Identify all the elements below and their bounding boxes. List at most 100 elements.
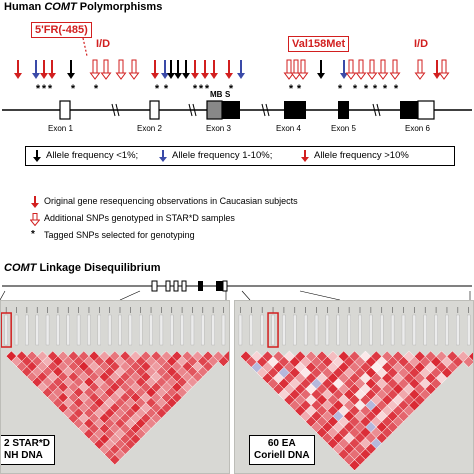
snp-arrow — [182, 60, 190, 79]
snp-name-marker — [25, 314, 29, 346]
tag-star: * — [289, 83, 294, 95]
snp-arrow — [377, 59, 389, 80]
exon6-label: Exon 6 — [405, 124, 430, 133]
snp-arrow — [115, 59, 127, 80]
exon2-label: Exon 2 — [137, 124, 162, 133]
snp-name-marker — [14, 314, 19, 346]
snp-arrow — [40, 60, 48, 79]
snp-name-marker — [314, 314, 319, 346]
snp-name-marker — [76, 314, 81, 346]
ld-panel-coriell-label-line2: Coriell DNA — [254, 450, 310, 461]
snp-arrow — [48, 60, 56, 79]
snp-name-marker — [260, 314, 264, 346]
ld-panel-stard: 2 STAR*D NH DNA — [0, 300, 230, 474]
snp-name-marker — [118, 314, 122, 346]
tag-star: * — [155, 83, 160, 95]
tag-star: * — [297, 83, 302, 95]
tag-star: * — [229, 83, 234, 95]
snp-name-marker — [445, 314, 449, 346]
exon6-coding-box — [400, 101, 418, 119]
snp-name-marker — [87, 314, 91, 346]
snp-arrow — [201, 60, 209, 79]
snp-name-marker — [138, 314, 143, 346]
tag-star: * — [394, 83, 399, 95]
snp-name-marker — [128, 314, 133, 346]
ld-cell — [462, 356, 473, 368]
snp-arrow — [414, 59, 426, 80]
tag-star: * — [36, 83, 41, 95]
tag-star: * — [94, 83, 99, 95]
snp-name-marker — [180, 314, 184, 346]
id-callout-left: I/D — [96, 38, 111, 50]
snp-arrow — [297, 59, 309, 80]
snp-name-marker — [149, 314, 153, 346]
tag-star: * — [42, 83, 47, 95]
snp-arrow — [438, 59, 450, 80]
snp-name-marker — [159, 314, 164, 346]
ld-heatmap-stard — [1, 307, 229, 466]
snp-name-marker — [238, 314, 243, 346]
snp-name-marker — [201, 314, 205, 346]
snp-name-marker — [390, 314, 395, 346]
ld-title-suffix: Linkage Disequilibrium — [36, 262, 161, 274]
snp-name-marker — [170, 314, 174, 346]
snp-arrow — [366, 59, 378, 80]
snp-name-marker — [221, 314, 226, 346]
s-label: S — [225, 90, 231, 99]
snp-name-marker — [401, 314, 406, 346]
snp-arrow — [345, 59, 357, 80]
snp-name-marker — [97, 314, 102, 346]
snp-arrow — [161, 60, 169, 79]
red-filled-arrow-icon — [31, 196, 39, 208]
fr-dashed-pointer — [82, 37, 88, 57]
legend-high: Allele frequency >10% — [314, 150, 409, 161]
gene-structure-diagram: * * * * * * * * * * * * * * * * * * * — [2, 37, 472, 120]
tag-star: * — [71, 83, 76, 95]
snp-arrow — [389, 59, 401, 80]
tag-star: * — [48, 83, 53, 95]
ld-cell — [468, 351, 473, 362]
title-gene: COMT — [44, 1, 77, 13]
val158met-callout: Val158Met — [288, 36, 350, 52]
mb-label: MB — [210, 90, 223, 99]
snp-name-marker — [45, 314, 50, 346]
ld-title-gene: COMT — [4, 262, 37, 274]
title-prefix: Human — [4, 1, 45, 13]
exon1-box — [59, 100, 71, 120]
snp-name-marker — [325, 314, 330, 346]
ld-panel-coriell: 60 EA Coriell DNA — [234, 300, 474, 474]
ld-gene-track — [0, 280, 472, 300]
snp-name-marker — [303, 314, 308, 346]
highlighted-snp-box — [267, 312, 279, 348]
snp-name-marker — [358, 314, 362, 346]
snp-name-marker — [423, 314, 427, 346]
tag-star: * — [383, 83, 388, 95]
snp-name-marker — [66, 314, 70, 346]
snp-arrow — [237, 60, 245, 79]
snp-arrow — [433, 60, 441, 79]
snp-name-marker — [347, 314, 351, 346]
snp-name-marker — [282, 314, 286, 346]
exon1-label: Exon 1 — [48, 124, 73, 133]
snp-name-marker — [211, 314, 215, 346]
exon4-box — [284, 101, 306, 119]
title-suffix: Polymorphisms — [76, 1, 163, 13]
tag-star: * — [199, 83, 204, 95]
red-open-arrow-icon — [30, 213, 40, 226]
snp-name-marker — [293, 314, 297, 346]
snp-name-marker — [369, 314, 373, 346]
asterisk-icon: * — [31, 229, 35, 240]
exon3-label: Exon 3 — [206, 124, 231, 133]
snp-name-marker — [190, 314, 195, 346]
red-arrow-icon — [301, 150, 309, 162]
snp-arrow — [283, 59, 295, 80]
snp-arrow — [32, 60, 40, 79]
snp-arrow — [167, 60, 175, 79]
tag-star: * — [205, 83, 210, 95]
snp-name-marker — [56, 314, 60, 346]
exon5-box — [338, 101, 349, 119]
snp-arrow — [355, 59, 367, 80]
snp-arrow — [317, 60, 325, 79]
ld-panel-stard-label: 2 STAR*D NH DNA — [1, 435, 55, 465]
snp-name-marker — [456, 314, 460, 346]
